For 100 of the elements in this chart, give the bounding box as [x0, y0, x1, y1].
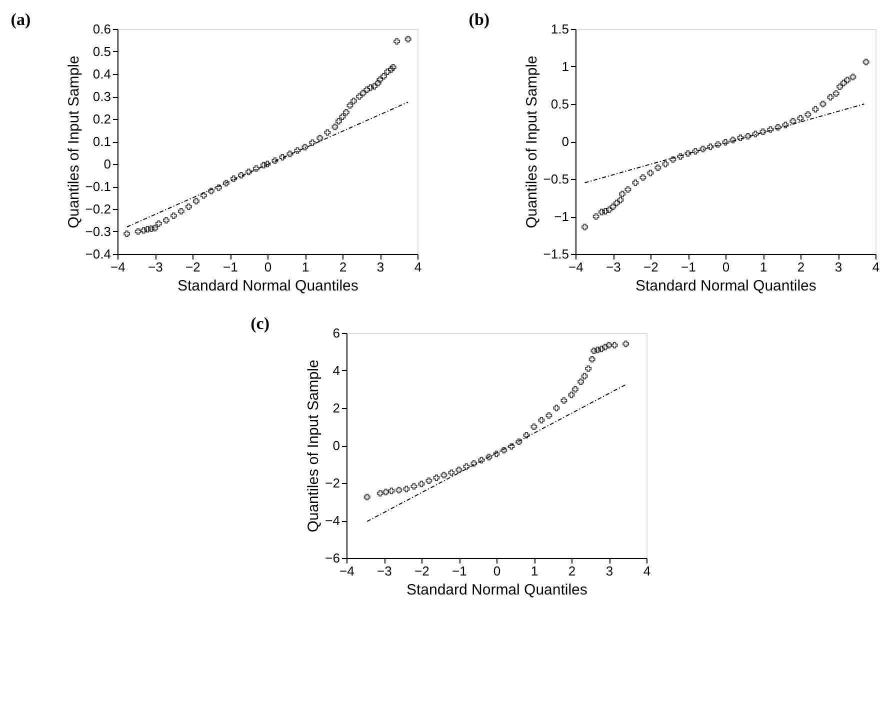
- point: [508, 443, 515, 450]
- point: [316, 134, 324, 142]
- x-tick-label: −4: [110, 260, 126, 274]
- point: [380, 73, 387, 80]
- point: [812, 106, 819, 112]
- x-tick-label: −3: [606, 260, 621, 274]
- point: [493, 450, 500, 458]
- point: [553, 404, 560, 412]
- point: [294, 147, 301, 154]
- point: [613, 200, 620, 206]
- point: [200, 192, 207, 199]
- point: [737, 134, 744, 141]
- point: [622, 340, 630, 348]
- point: [222, 180, 230, 186]
- point: [790, 118, 796, 124]
- point: [585, 365, 592, 372]
- point: [582, 224, 588, 230]
- y-axis-title: Quantiles of Input Sample: [305, 360, 322, 532]
- point: [516, 438, 522, 445]
- point: [624, 186, 632, 193]
- x-tick-label: 0: [264, 260, 272, 274]
- y-tick-label: 0.5: [92, 44, 111, 59]
- point: [367, 84, 374, 91]
- point: [797, 115, 804, 122]
- point: [840, 80, 847, 86]
- point: [155, 220, 162, 227]
- point: [827, 94, 834, 100]
- point: [602, 208, 609, 214]
- y-tick-label: −0.4: [85, 246, 111, 262]
- point: [324, 129, 331, 136]
- point: [782, 122, 789, 128]
- point: [707, 144, 714, 150]
- point: [410, 483, 418, 490]
- point: [598, 346, 605, 352]
- point: [606, 206, 612, 213]
- point: [162, 217, 170, 224]
- point: [230, 175, 237, 182]
- x-tick-label: 4: [414, 260, 422, 274]
- point: [346, 102, 354, 109]
- point: [388, 66, 394, 73]
- y-tick-label: −6: [325, 550, 340, 566]
- point: [560, 397, 568, 404]
- point: [677, 153, 684, 160]
- point: [804, 111, 812, 118]
- point: [684, 150, 692, 157]
- y-tick-label: 2: [332, 400, 340, 416]
- point: [602, 344, 608, 350]
- y-tick-label: 0: [332, 438, 340, 453]
- x-tick-label: −2: [414, 564, 430, 578]
- point: [850, 74, 856, 80]
- point: [394, 38, 400, 45]
- y-axis-title: Quantiles of Input Sample: [65, 56, 82, 228]
- point: [140, 227, 147, 234]
- point: [588, 356, 596, 362]
- point: [302, 144, 308, 150]
- point: [364, 494, 370, 500]
- x-tick-label: −3: [148, 260, 163, 274]
- x-tick-label: 0: [493, 564, 501, 578]
- y-tick-label: 0.5: [550, 96, 569, 112]
- x-tick-label: −3: [377, 564, 392, 578]
- point: [272, 157, 278, 164]
- point: [640, 174, 646, 181]
- point: [500, 446, 508, 454]
- point: [192, 198, 200, 204]
- y-tick-label: 6: [332, 326, 340, 340]
- point: [264, 160, 271, 168]
- point: [245, 168, 252, 176]
- point: [592, 213, 600, 220]
- point: [339, 114, 346, 120]
- point: [752, 130, 759, 138]
- point: [832, 90, 840, 97]
- point: [611, 342, 618, 348]
- point: [148, 226, 154, 232]
- point: [581, 372, 588, 380]
- point: [309, 139, 316, 146]
- point: [463, 463, 470, 470]
- point: [185, 204, 192, 210]
- x-tick-label: −1: [452, 564, 467, 578]
- point: [260, 162, 267, 168]
- point: [760, 128, 766, 135]
- point: [403, 486, 410, 492]
- point: [418, 480, 425, 488]
- point: [530, 424, 538, 430]
- point: [568, 392, 575, 398]
- x-tick-label: 1: [760, 260, 768, 274]
- point: [619, 190, 626, 198]
- point: [692, 148, 699, 154]
- point: [700, 146, 706, 152]
- x-axis-title: Standard Normal Quantiles: [177, 278, 358, 294]
- point: [342, 109, 350, 116]
- point: [478, 456, 485, 464]
- point: [538, 416, 545, 424]
- point: [606, 342, 612, 348]
- point: [178, 208, 184, 214]
- point: [152, 224, 158, 232]
- point: [384, 68, 391, 75]
- x-tick-label: 0: [722, 260, 730, 274]
- y-tick-label: 0: [562, 134, 569, 149]
- point: [546, 412, 552, 419]
- point: [440, 472, 448, 478]
